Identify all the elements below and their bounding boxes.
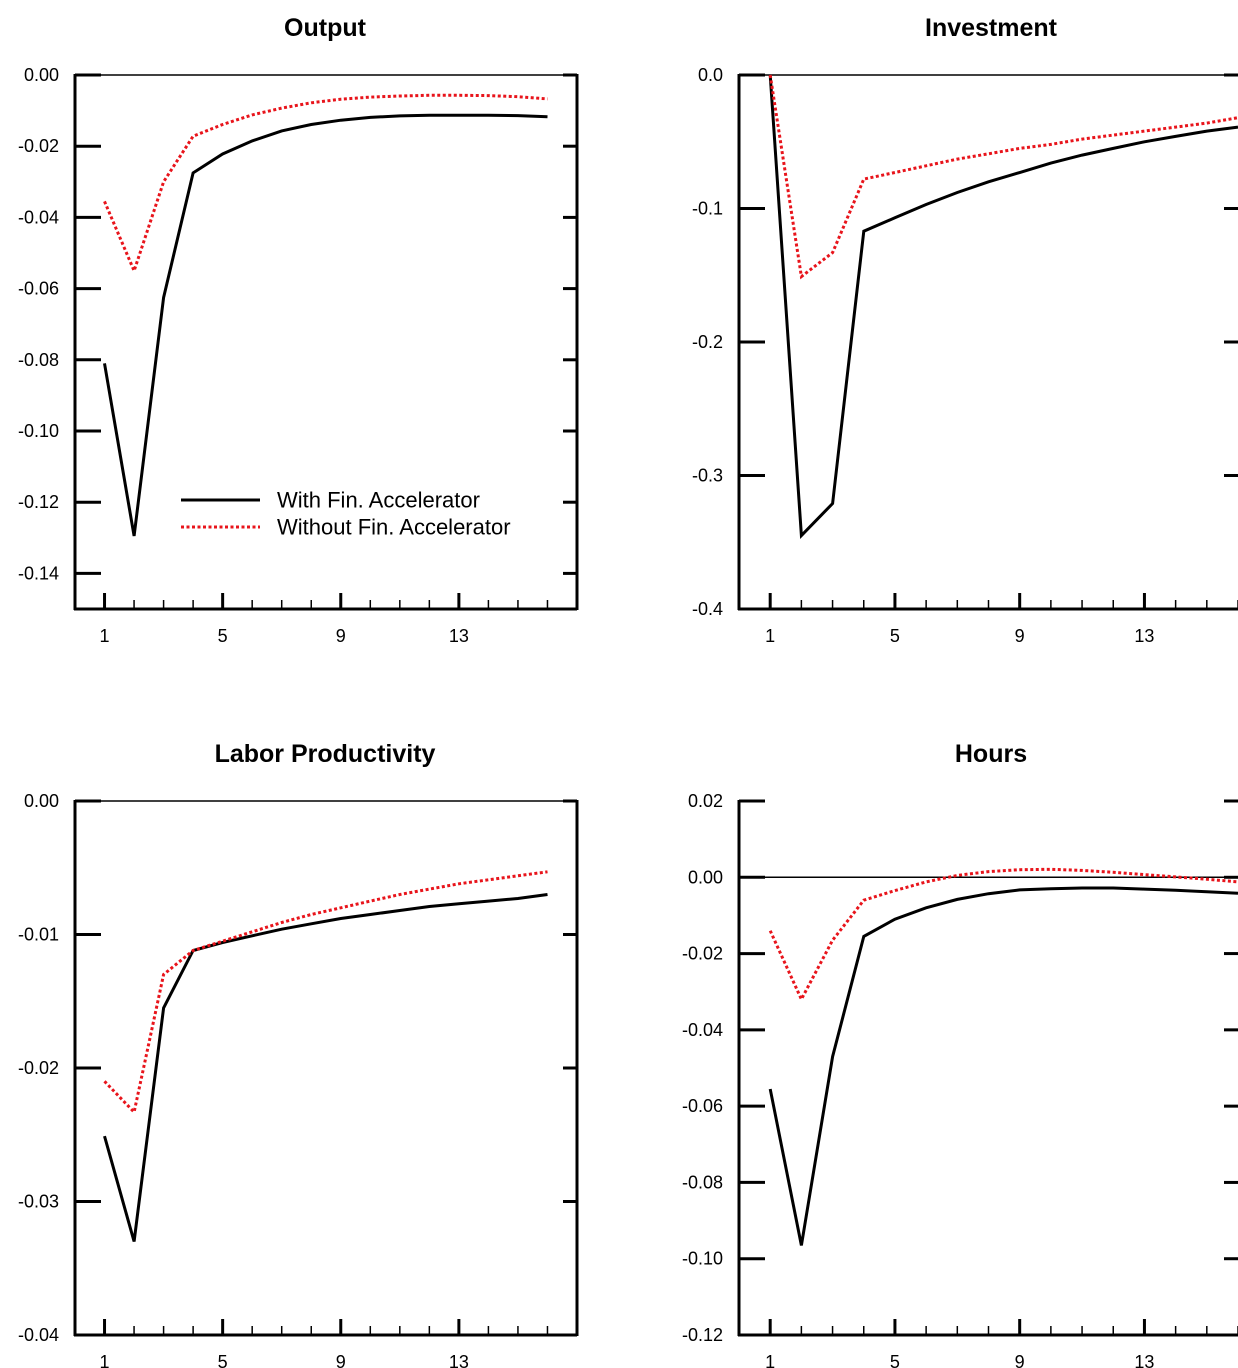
hours-y-tick-label: -0.04 <box>682 1020 723 1040</box>
investment-y-tick-label: -0.3 <box>692 466 723 486</box>
labor-productivity-series-without-fin-accelerator <box>103 870 548 1116</box>
hours-series-with-fin-accelerator <box>768 886 1238 1246</box>
investment-x-tick-label: 5 <box>890 626 900 646</box>
output-y-tick-label: -0.12 <box>18 492 59 512</box>
investment-y-tick-label: -0.1 <box>692 199 723 219</box>
investment-series-without-fin-accelerator <box>768 74 1238 280</box>
hours-y-tick-label: -0.06 <box>682 1096 723 1116</box>
hours-series-without-fin-accelerator <box>768 867 1238 1003</box>
hours-x-tick-label: 5 <box>890 1352 900 1368</box>
hours-title: Hours <box>955 740 1027 768</box>
investment-chart: Investment 0.0 -0.1 -0.2 -0.3 -0.4 1 5 9 13 <box>692 14 1238 646</box>
hours-y-tick-label: -0.08 <box>682 1172 723 1192</box>
output-y-tick-label: -0.04 <box>18 207 59 227</box>
output-x-tick-label: 13 <box>449 626 469 646</box>
hours-x-tick-label: 9 <box>1015 1352 1025 1368</box>
output-y-tick-label: -0.08 <box>18 350 59 370</box>
investment-y-tick-label: -0.2 <box>692 332 723 352</box>
output-series-with-fin-accelerator <box>103 113 548 537</box>
output-x-tick-label: 1 <box>100 626 110 646</box>
labor-productivity-series-with-fin-accelerator <box>103 893 548 1242</box>
output-title: Output <box>284 14 367 42</box>
hours-x-tick-label: 1 <box>765 1352 775 1368</box>
investment-x-tick-label: 9 <box>1015 626 1025 646</box>
investment-series-with-fin-accelerator <box>768 74 1238 540</box>
investment-x-tick-label: 13 <box>1134 626 1154 646</box>
labor-productivity-y-tick-label: -0.03 <box>18 1192 59 1212</box>
labor-productivity-chart: Labor Productivity 0.00 -0.01 -0.02 -0.03 -0.… <box>18 740 579 1368</box>
investment-y-tick-label: 0.0 <box>698 65 723 85</box>
output-y-tick-label: 0.00 <box>24 65 59 85</box>
output-x-tick-label: 5 <box>218 626 228 646</box>
hours-y-tick-label: -0.10 <box>682 1249 723 1269</box>
investment-x-tick-label: 1 <box>765 626 775 646</box>
output-x-tick-label: 9 <box>336 626 346 646</box>
hours-y-tick-label: -0.02 <box>682 944 723 964</box>
labor-productivity-x-tick-label: 9 <box>336 1352 346 1368</box>
hours-x-tick-label: 13 <box>1134 1352 1154 1368</box>
hours-y-tick-label: 0.00 <box>688 867 723 887</box>
labor-productivity-y-tick-label: -0.02 <box>18 1058 59 1078</box>
labor-productivity-x-tick-label: 1 <box>100 1352 110 1368</box>
hours-chart: Hours 0.02 0.00 -0.02 -0.04 -0.06 -0.08 -0.10 -0… <box>682 740 1238 1368</box>
legend-label-with: With Fin. Accelerator <box>277 488 480 513</box>
output-chart: Output 0.00 -0.02 -0.04 -0.06 -0.08 -0.10 -0.12… <box>18 14 579 646</box>
labor-productivity-x-tick-label: 13 <box>449 1352 469 1368</box>
labor-productivity-y-tick-label: -0.01 <box>18 925 59 945</box>
labor-productivity-title: Labor Productivity <box>215 740 436 768</box>
hours-y-tick-label: -0.12 <box>682 1325 723 1345</box>
legend-label-without: Without Fin. Accelerator <box>277 515 511 540</box>
investment-title: Investment <box>925 14 1058 42</box>
output-y-tick-label: -0.06 <box>18 279 59 299</box>
hours-y-tick-label: 0.02 <box>688 791 723 811</box>
output-y-tick-label: -0.14 <box>18 563 59 583</box>
labor-productivity-y-tick-label: 0.00 <box>24 791 59 811</box>
labor-productivity-x-tick-label: 5 <box>218 1352 228 1368</box>
labor-productivity-y-tick-label: -0.04 <box>18 1325 59 1345</box>
investment-y-tick-label: -0.4 <box>692 599 723 619</box>
output-y-tick-label: -0.02 <box>18 136 59 156</box>
output-y-tick-label: -0.10 <box>18 421 59 441</box>
